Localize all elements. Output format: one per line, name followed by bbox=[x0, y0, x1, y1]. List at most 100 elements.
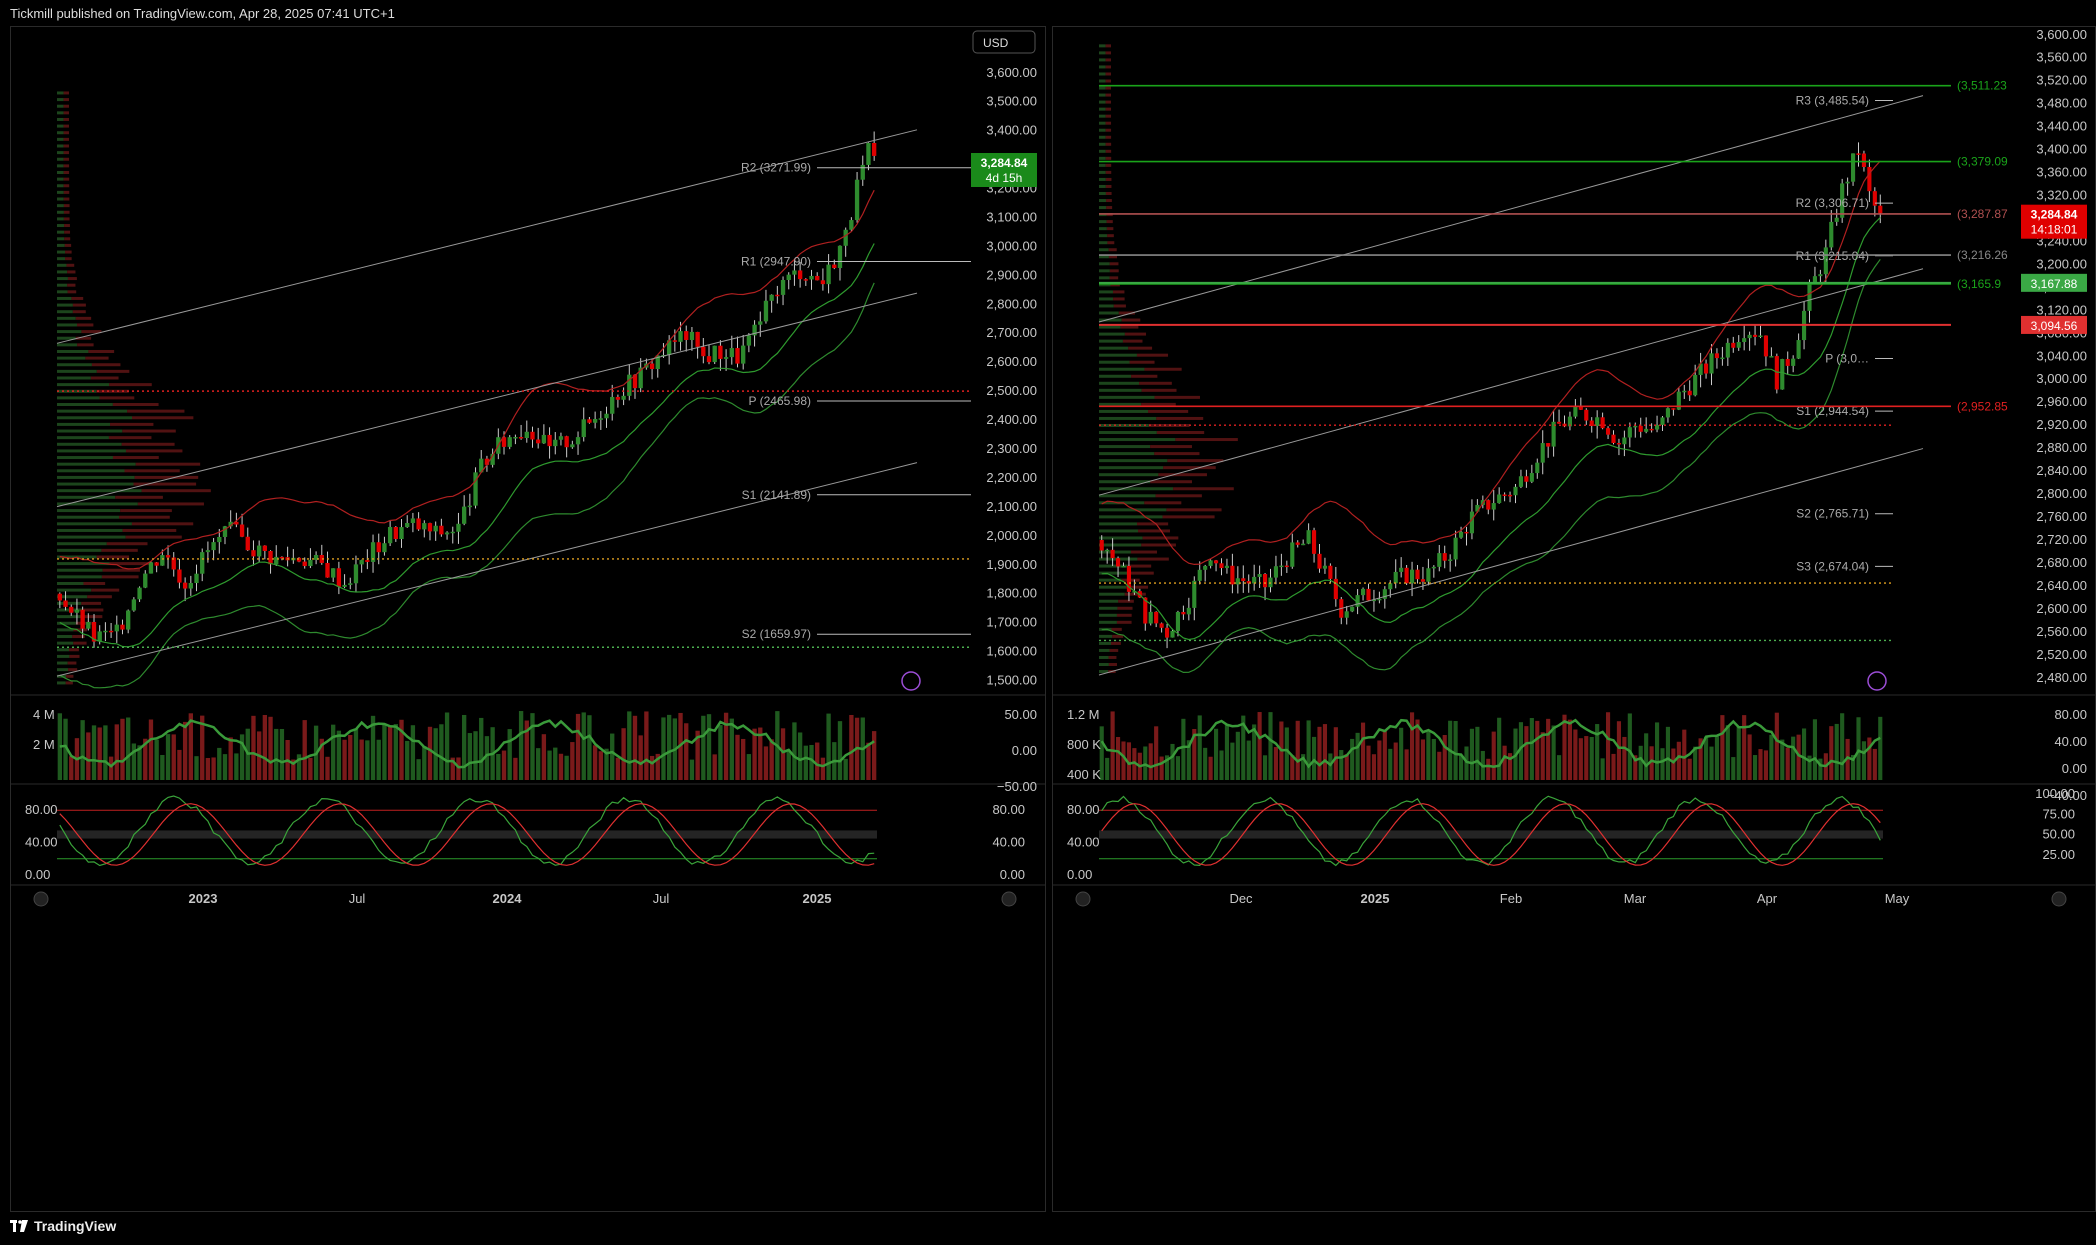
volume-profile-bar-down bbox=[63, 111, 70, 115]
candle-body bbox=[410, 518, 416, 524]
volume-profile-bar-up bbox=[57, 164, 64, 168]
volume-bar bbox=[1693, 746, 1698, 780]
volume-bar bbox=[1769, 734, 1774, 780]
volume-bar bbox=[1469, 728, 1475, 780]
volume-bar bbox=[1524, 726, 1529, 780]
volume-profile-bar-down bbox=[1118, 311, 1136, 315]
volume-bar bbox=[205, 757, 211, 780]
candle-body bbox=[1660, 417, 1665, 425]
weekly-chart-svg[interactable]: 3,600.003,500.003,400.003,300.003,200.00… bbox=[11, 27, 1045, 1211]
volume-bar bbox=[518, 711, 524, 780]
volume-profile-bar-up bbox=[57, 124, 64, 128]
candle-body bbox=[1464, 531, 1469, 534]
candle-body bbox=[456, 523, 461, 532]
volume-bar bbox=[1736, 726, 1741, 780]
volume-profile-bar-down bbox=[63, 91, 70, 95]
volume-bar bbox=[837, 721, 843, 780]
volume-profile-bar-down bbox=[63, 98, 70, 102]
volume-profile-bar-up bbox=[1099, 248, 1109, 252]
volume-profile-bar-down bbox=[63, 210, 70, 214]
weekly-chart-pane[interactable]: 3,600.003,500.003,400.003,300.003,200.00… bbox=[10, 26, 1046, 1212]
volume-bar bbox=[1698, 738, 1703, 780]
volume-profile-bar-down bbox=[63, 104, 70, 108]
volume-bar bbox=[1159, 756, 1164, 780]
volume-bar bbox=[558, 753, 564, 780]
candle-body bbox=[843, 229, 848, 246]
candle-body bbox=[97, 631, 102, 642]
volume-bar bbox=[336, 730, 342, 780]
candle-body bbox=[382, 543, 387, 553]
candle-body bbox=[758, 321, 763, 325]
volume-bar bbox=[809, 744, 814, 780]
volume-bar bbox=[524, 720, 529, 780]
upper-band-line bbox=[59, 189, 875, 570]
candle-body bbox=[217, 536, 222, 543]
candle-body bbox=[1213, 560, 1219, 564]
candle-body bbox=[228, 521, 233, 527]
stoch-tick-label: 40.00 bbox=[1067, 835, 1100, 850]
daily-chart-svg[interactable]: 3,600.00 3,560.00 3,520.00 3,480.00 3,440.00… bbox=[1053, 27, 2095, 1211]
lower-band-line bbox=[1101, 258, 1881, 674]
volume-profile-bar-up bbox=[57, 495, 116, 499]
daily-chart-pane[interactable]: 3,600.00 3,560.00 3,520.00 3,480.00 3,440.00… bbox=[1052, 26, 2096, 1212]
stoch-k-line bbox=[1101, 795, 1881, 867]
volume-profile-bar-down bbox=[109, 383, 152, 387]
volume-bar bbox=[701, 715, 706, 780]
volume-profile-bar-down bbox=[73, 641, 87, 645]
volume-profile-bar-down bbox=[1105, 128, 1112, 132]
volume-bar bbox=[1415, 719, 1420, 780]
candle-body bbox=[1573, 406, 1578, 417]
price-tick-label: 2,600.00 bbox=[2036, 601, 2087, 616]
candle-body bbox=[815, 275, 820, 281]
volume-profile-bar-down bbox=[96, 369, 130, 373]
volume-bar bbox=[1115, 737, 1121, 780]
candle-body bbox=[797, 270, 803, 280]
volume-bar bbox=[1355, 732, 1360, 780]
candle-body bbox=[638, 367, 643, 389]
volume-profile-bar-up bbox=[57, 588, 92, 592]
volume-bar bbox=[1747, 734, 1752, 780]
volume-bar bbox=[547, 750, 552, 780]
volume-profile-bar-down bbox=[1175, 438, 1238, 442]
volume-profile-bar-up bbox=[57, 91, 64, 95]
volume-profile-bar-down bbox=[1122, 339, 1143, 343]
volume-bar bbox=[655, 753, 660, 780]
candle-body bbox=[536, 439, 541, 444]
volume-bar bbox=[97, 727, 102, 780]
last-price-value: 3,284.84 bbox=[2031, 208, 2078, 222]
candle-body bbox=[171, 557, 176, 570]
volume-profile-bar-down bbox=[87, 595, 112, 599]
candle-body bbox=[1241, 578, 1246, 582]
volume-bar bbox=[268, 716, 273, 780]
candle-body bbox=[621, 395, 626, 400]
volume-bar bbox=[279, 728, 285, 780]
time-axis-label: Jul bbox=[349, 891, 366, 906]
volume-bar bbox=[1780, 739, 1785, 780]
volume-profile-bar-down bbox=[1105, 121, 1112, 125]
volume-profile-bar-up bbox=[57, 369, 97, 373]
volume-profile-bar-down bbox=[1137, 557, 1169, 561]
volume-profile-bar-up bbox=[1099, 592, 1125, 596]
candle-body bbox=[775, 294, 780, 297]
volume-profile-bar-down bbox=[101, 575, 139, 579]
volume-profile-bar-down bbox=[109, 562, 153, 566]
volume-bar bbox=[296, 754, 302, 780]
volume-bar bbox=[1464, 746, 1469, 780]
volume-bar bbox=[792, 722, 797, 780]
candle-body bbox=[1110, 549, 1115, 559]
volume-bar bbox=[370, 715, 376, 780]
price-tick-label: 2,880.00 bbox=[2036, 440, 2087, 455]
candle-body bbox=[154, 562, 159, 566]
volume-bar bbox=[843, 758, 848, 780]
candle-body bbox=[1420, 579, 1426, 582]
volume-bar bbox=[797, 732, 803, 780]
volume-profile-bar-down bbox=[83, 581, 106, 585]
volume-bar bbox=[1213, 728, 1219, 780]
volume-profile-bar-up bbox=[57, 422, 111, 426]
volume-profile-bar-down bbox=[1130, 550, 1158, 554]
volume-bar bbox=[615, 757, 621, 780]
price-tick-label: 3,520.00 bbox=[2036, 73, 2087, 88]
volume-profile-bar-up bbox=[57, 442, 122, 446]
volume-bar bbox=[1872, 748, 1877, 780]
candle-body bbox=[222, 526, 228, 537]
